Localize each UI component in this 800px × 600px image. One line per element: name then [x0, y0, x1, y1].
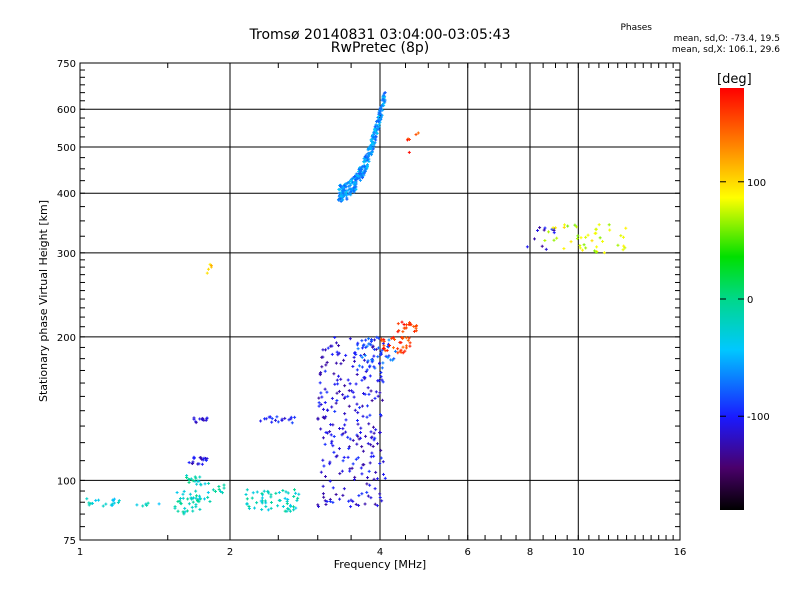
x-tick-label: 16 [674, 547, 687, 558]
x-tick-label: 10 [572, 547, 585, 558]
axes: 1 2 4 6 8 10 16 75 100 200 300 400 500 600 750 [57, 59, 686, 558]
y-axis-label: Stationary phase Virtual Height [km] [37, 200, 50, 402]
y-tick-label: 400 [57, 189, 76, 200]
y-tick-label: 750 [57, 59, 76, 70]
y-tick-label: 600 [57, 105, 76, 116]
stats-o-line: mean, sd,O: -73.4, 19.5 [673, 34, 780, 44]
x-tick-label: 6 [465, 547, 471, 558]
colorbar-tick-label: 100 [747, 178, 766, 189]
stats-x-line: mean, sd,X: 106.1, 29.6 [671, 45, 780, 55]
data-points [85, 91, 628, 516]
y-tick-label: 300 [57, 249, 76, 260]
x-axis-label: Frequency [MHz] [334, 558, 426, 571]
x-tick-label: 8 [527, 547, 533, 558]
y-tick-label: 200 [57, 333, 76, 344]
colorbar-label: [deg] [717, 72, 752, 87]
y-tick-label: 100 [57, 476, 76, 487]
chart-subtitle: RwPretec (8p) [330, 40, 430, 56]
stats-header: Phases [620, 23, 652, 33]
colorbar-ticks: 100 0 -100 [720, 178, 770, 423]
x-tick-label: 4 [377, 547, 383, 558]
y-tick-label: 75 [63, 536, 76, 547]
colorbar-tick-label: 0 [747, 295, 753, 306]
y-tick-label: 500 [57, 143, 76, 154]
grid-lines [80, 63, 680, 540]
colorbar-tick-label: -100 [747, 412, 770, 423]
x-tick-label: 1 [77, 547, 83, 558]
x-tick-label: 2 [227, 547, 233, 558]
chart-title: Tromsø 20140831 03:04:00-03:05:43 [249, 27, 511, 43]
